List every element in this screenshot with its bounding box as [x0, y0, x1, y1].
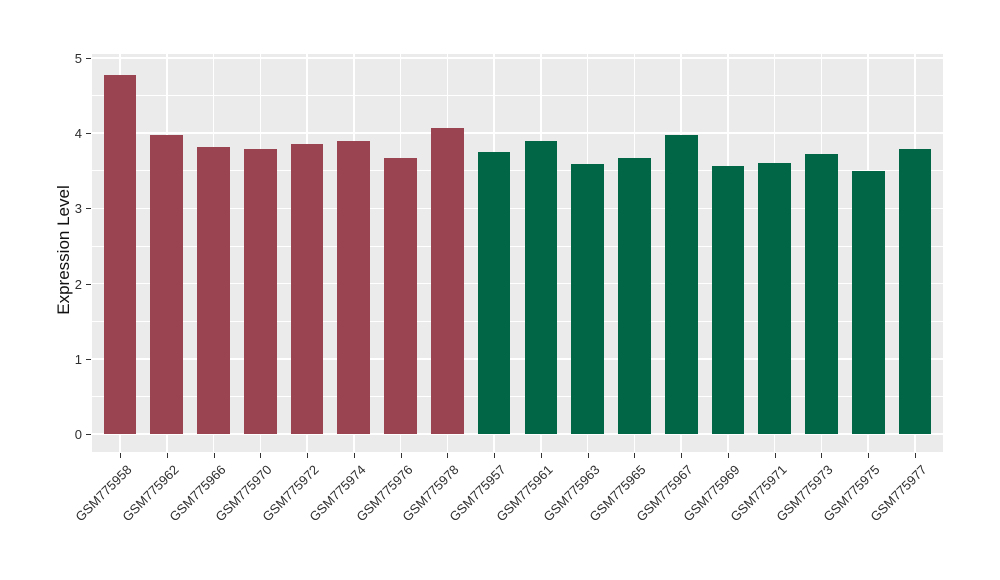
bar-GSM775975	[851, 170, 885, 434]
y-major-gridline	[92, 132, 943, 134]
y-major-gridline	[92, 433, 943, 435]
bar-GSM775973	[805, 154, 838, 434]
bar-GSM775957	[477, 152, 511, 434]
bar-GSM775965	[618, 158, 651, 434]
x-tick-mark	[353, 453, 355, 458]
y-tick-label: 0	[74, 427, 82, 442]
x-tick-mark	[774, 453, 776, 458]
x-tick-mark	[400, 453, 402, 458]
y-tick-label: 5	[74, 51, 82, 66]
bar-GSM775971	[758, 162, 792, 434]
x-tick-mark	[681, 453, 683, 458]
x-tick-mark	[307, 453, 309, 458]
y-tick-label: 3	[74, 201, 82, 217]
y-major-gridline	[92, 282, 943, 285]
y-tick-label: 4	[74, 126, 82, 142]
x-tick-mark	[540, 453, 542, 458]
x-tick-mark	[587, 453, 589, 458]
y-tick-mark	[86, 434, 91, 435]
bar-GSM775974	[337, 140, 371, 434]
y-minor-gridline	[92, 245, 943, 247]
y-major-gridline	[92, 358, 943, 360]
y-minor-gridline	[92, 320, 943, 322]
bar-GSM775962	[150, 134, 184, 434]
y-tick-mark	[86, 58, 91, 59]
bar-GSM775958	[103, 74, 137, 434]
y-tick-mark	[86, 133, 91, 135]
y-tick-mark	[86, 283, 91, 285]
bar-GSM775978	[430, 127, 464, 434]
x-tick-mark	[166, 453, 168, 458]
bar-GSM775961	[524, 140, 558, 434]
bar-GSM775966	[197, 147, 230, 434]
x-tick-mark	[120, 453, 122, 458]
x-tick-mark	[727, 453, 729, 458]
y-major-gridline	[92, 57, 943, 59]
y-tick-label: 2	[74, 276, 82, 292]
x-tick-mark	[914, 453, 916, 458]
x-tick-mark	[447, 453, 449, 458]
plot-panel	[92, 54, 943, 452]
bar-GSM775970	[243, 148, 277, 434]
y-major-gridline	[92, 207, 943, 210]
y-minor-gridline	[92, 95, 943, 96]
bar-GSM775972	[290, 143, 324, 434]
x-tick-mark	[868, 453, 870, 458]
bar-GSM775963	[571, 164, 604, 434]
bar-GSM775977	[898, 148, 932, 434]
x-tick-mark	[494, 453, 496, 458]
y-tick-label: 1	[74, 351, 82, 367]
bar-GSM775969	[711, 165, 745, 434]
y-tick-mark	[86, 208, 91, 210]
x-tick-mark	[213, 453, 215, 458]
bar-GSM775976	[384, 158, 417, 434]
x-tick-mark	[260, 453, 262, 458]
y-minor-gridline	[92, 170, 943, 172]
x-tick-mark	[634, 453, 636, 458]
bar-GSM775967	[664, 135, 698, 434]
y-minor-gridline	[92, 396, 943, 397]
y-tick-mark	[86, 358, 91, 360]
x-tick-mark	[821, 453, 823, 458]
